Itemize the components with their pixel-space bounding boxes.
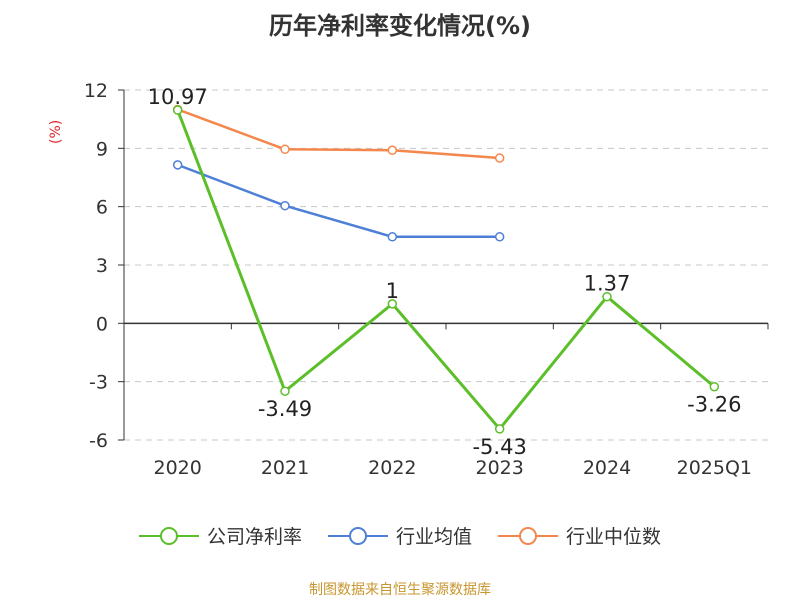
x-tick-label: 2021 xyxy=(261,457,309,479)
y-tick-label: -6 xyxy=(89,430,108,452)
data-point xyxy=(387,299,398,309)
data-point xyxy=(387,232,398,242)
x-tick-label: 2023 xyxy=(475,457,523,479)
data-label: -3.26 xyxy=(687,393,741,417)
data-point xyxy=(709,381,720,392)
legend-item-company[interactable]: 公司净利率 xyxy=(138,522,302,549)
legend-label: 行业中位数 xyxy=(566,526,662,548)
series-line xyxy=(176,109,716,431)
y-tick-label: -3 xyxy=(89,372,108,394)
legend-label: 公司净利率 xyxy=(206,526,302,548)
series-line xyxy=(177,163,500,239)
source-footer: 制图数据来自恒生聚源数据库 xyxy=(309,582,491,598)
x-tick-label: 2020 xyxy=(153,457,201,479)
legend-line-marker-icon xyxy=(138,526,199,545)
chart-title: 历年净利率变化情况(%) xyxy=(269,12,531,40)
legend-item-industry-median[interactable]: 行业中位数 xyxy=(498,522,661,549)
data-point xyxy=(172,105,183,115)
y-tick-label: 3 xyxy=(96,255,108,277)
x-tick-label: 2025Q1 xyxy=(677,457,752,479)
legend: 公司净利率 行业均值 行业中位数 xyxy=(0,522,800,549)
data-point xyxy=(494,153,505,163)
legend-line-marker-icon xyxy=(327,526,388,545)
y-tick-label: 6 xyxy=(96,197,108,219)
x-tick-label: 2024 xyxy=(583,457,631,479)
data-point xyxy=(494,232,505,242)
y-tick-label: 12 xyxy=(84,80,108,102)
data-label: -3.49 xyxy=(258,397,312,421)
data-label: -5.43 xyxy=(472,435,526,459)
y-tick-label: 9 xyxy=(96,138,108,160)
series-line xyxy=(177,108,500,160)
data-label: 10.97 xyxy=(148,85,208,109)
legend-item-industry-mean[interactable]: 行业均值 xyxy=(327,522,472,549)
data-label: 1 xyxy=(386,279,399,303)
data-point xyxy=(494,424,505,434)
x-tick-label: 2022 xyxy=(368,457,416,479)
data-label: 1.37 xyxy=(584,272,631,296)
data-point xyxy=(280,386,290,396)
data-point xyxy=(280,200,290,211)
legend-line-marker-icon xyxy=(498,526,558,545)
y-tick-label: 0 xyxy=(96,313,108,335)
data-point xyxy=(280,144,290,155)
data-point xyxy=(172,160,183,170)
data-point xyxy=(602,291,612,302)
data-point xyxy=(387,145,398,156)
legend-label: 行业均值 xyxy=(395,526,472,548)
